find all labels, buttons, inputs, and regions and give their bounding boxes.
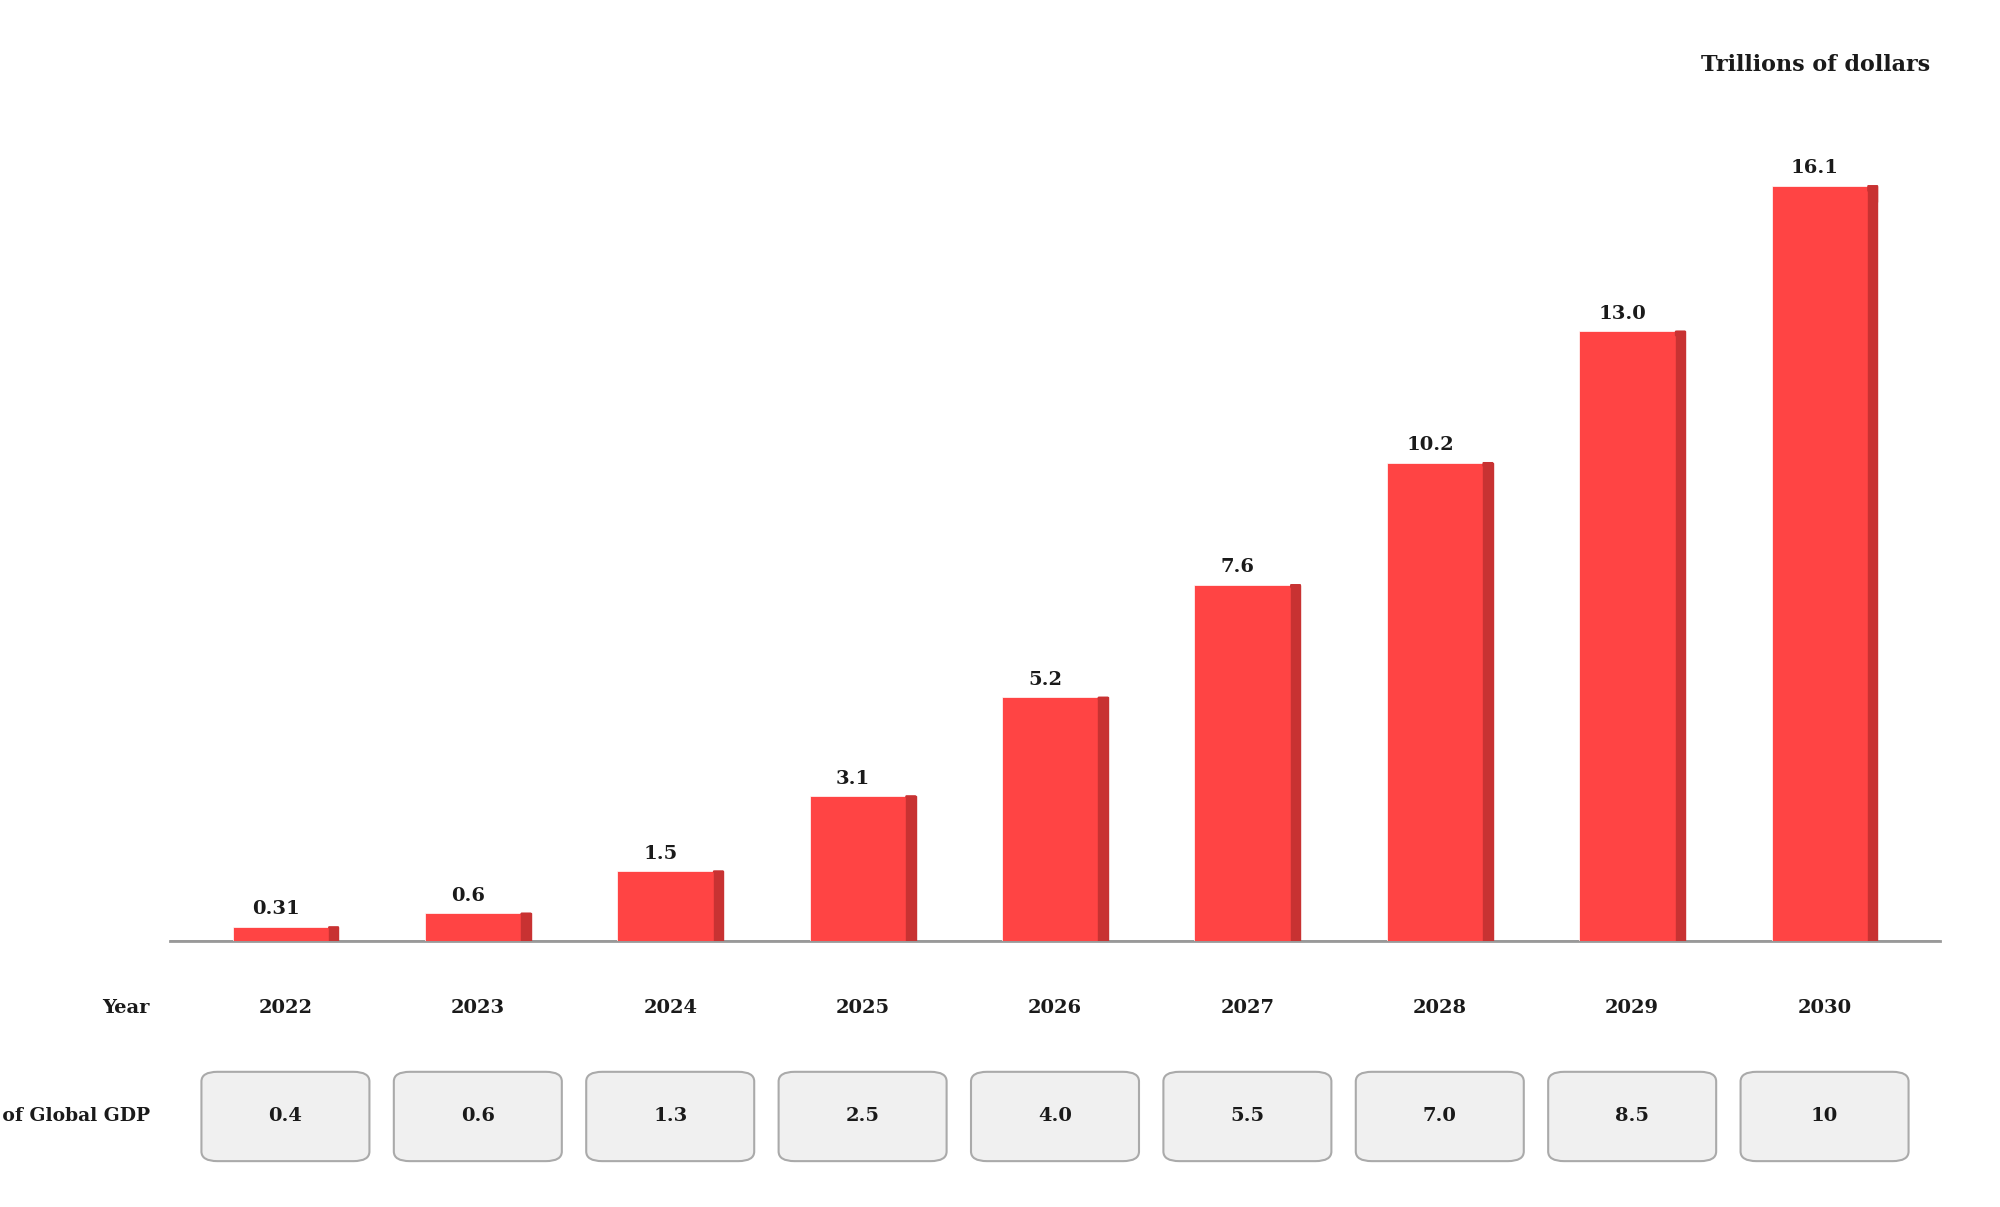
- Bar: [328, 927, 338, 941]
- Text: 2024: 2024: [644, 999, 698, 1016]
- Text: 2026: 2026: [1028, 999, 1082, 1016]
- Text: 16.1: 16.1: [1792, 159, 1840, 177]
- Polygon shape: [906, 795, 916, 799]
- Bar: [1098, 698, 1108, 941]
- Bar: [1772, 186, 1878, 941]
- Bar: [618, 871, 724, 941]
- Polygon shape: [714, 871, 724, 874]
- Bar: [522, 914, 530, 941]
- Text: 2.5: 2.5: [846, 1108, 880, 1125]
- Text: 8.5: 8.5: [1616, 1108, 1650, 1125]
- Text: as % of Global GDP: as % of Global GDP: [0, 1108, 150, 1125]
- Text: 2025: 2025: [836, 999, 890, 1016]
- Text: 2023: 2023: [450, 999, 504, 1016]
- Bar: [1580, 331, 1686, 941]
- Bar: [1386, 462, 1492, 941]
- Bar: [1868, 186, 1878, 941]
- Polygon shape: [1676, 331, 1686, 345]
- Bar: [714, 871, 724, 941]
- Text: 5.5: 5.5: [1230, 1108, 1264, 1125]
- Bar: [1484, 462, 1492, 941]
- Bar: [1290, 584, 1300, 941]
- Text: 3.1: 3.1: [836, 770, 870, 787]
- Text: 0.6: 0.6: [460, 1108, 494, 1125]
- Bar: [1194, 584, 1300, 941]
- Bar: [232, 927, 338, 941]
- Bar: [1002, 698, 1108, 941]
- Text: 7.6: 7.6: [1220, 559, 1254, 576]
- Polygon shape: [1290, 584, 1300, 593]
- Text: 10.2: 10.2: [1406, 436, 1454, 454]
- Text: Trillions of dollars: Trillions of dollars: [1700, 54, 1930, 76]
- Text: 10: 10: [1810, 1108, 1838, 1125]
- Text: 0.6: 0.6: [452, 887, 486, 905]
- Bar: [424, 914, 530, 941]
- Polygon shape: [522, 914, 530, 916]
- Polygon shape: [1484, 462, 1492, 473]
- Text: 7.0: 7.0: [1422, 1108, 1456, 1125]
- Text: 2030: 2030: [1798, 999, 1852, 1016]
- Text: 4.0: 4.0: [1038, 1108, 1072, 1125]
- Text: 2028: 2028: [1412, 999, 1466, 1016]
- Polygon shape: [1868, 186, 1878, 203]
- Text: 2029: 2029: [1606, 999, 1660, 1016]
- Text: 2022: 2022: [258, 999, 312, 1016]
- Bar: [1676, 331, 1686, 941]
- Text: 5.2: 5.2: [1028, 671, 1062, 689]
- Polygon shape: [1098, 698, 1108, 702]
- Text: 1.3: 1.3: [654, 1108, 688, 1125]
- Text: 0.31: 0.31: [252, 900, 300, 919]
- Text: 2027: 2027: [1220, 999, 1274, 1016]
- Text: 1.5: 1.5: [644, 845, 678, 863]
- Text: 0.4: 0.4: [268, 1108, 302, 1125]
- Text: 13.0: 13.0: [1598, 305, 1646, 322]
- Bar: [810, 795, 916, 941]
- Bar: [906, 795, 916, 941]
- Polygon shape: [328, 927, 338, 929]
- Text: Year: Year: [102, 999, 150, 1016]
